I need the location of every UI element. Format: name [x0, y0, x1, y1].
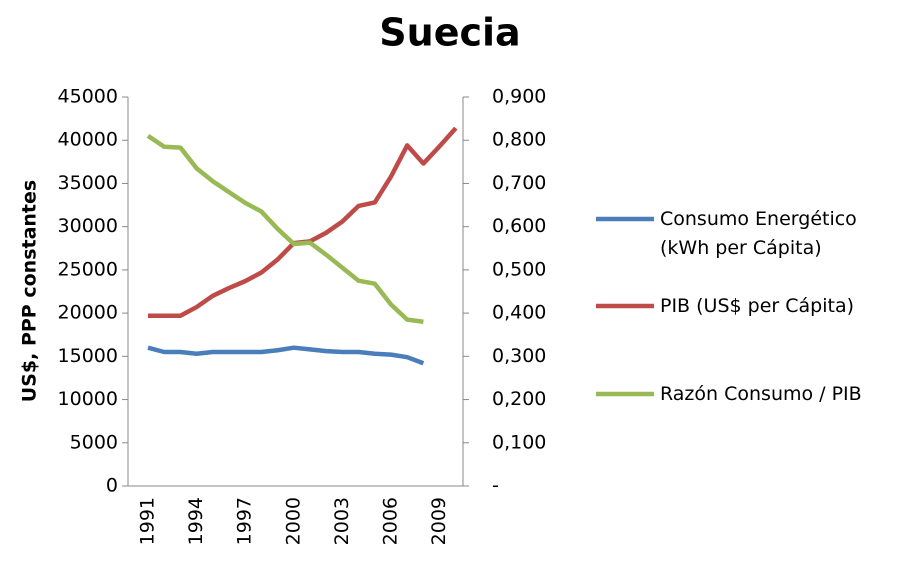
legend-label: PIB (US$ per Cápita) [660, 295, 854, 317]
y2-tick-label: 0,800 [492, 129, 546, 151]
y2-tick-label: 0,300 [492, 345, 546, 367]
y2-tick-label: - [492, 475, 499, 497]
chart-title: Suecia [379, 11, 520, 55]
y2-tick-label: 0,400 [492, 302, 546, 324]
series-line [147, 345, 425, 366]
y-tick-label: 10000 [58, 388, 118, 410]
y-tick-label: 15000 [58, 345, 118, 367]
y-tick-label: 5000 [70, 431, 118, 453]
y-axis-label: US$, PPP constantes [19, 180, 41, 402]
y-tick-label: 40000 [58, 129, 118, 151]
y-tick-label: 0 [106, 475, 118, 497]
y2-tick-label: 0,900 [492, 86, 546, 108]
x-tick-label: 1991 [137, 497, 159, 545]
y-tick-label: 35000 [58, 172, 118, 194]
y-tick-label: 30000 [58, 215, 118, 237]
x-tick-label: 2006 [380, 497, 402, 545]
x-tick-label: 1997 [234, 497, 256, 545]
x-tick-label: 2009 [428, 497, 450, 545]
y2-tick-label: 0,600 [492, 215, 546, 237]
series-line [148, 126, 458, 318]
y-tick-label: 20000 [58, 302, 118, 324]
y2-tick-label: 0,700 [492, 172, 546, 194]
legend-label: Razón Consumo / PIB [660, 383, 862, 405]
y2-tick-label: 0,100 [492, 431, 546, 453]
y-tick-label: 45000 [58, 86, 118, 108]
y2-tick-label: 0,500 [492, 258, 546, 280]
x-tick-label: 2003 [331, 497, 353, 545]
x-tick-label: 1994 [185, 497, 207, 545]
y2-tick-label: 0,200 [492, 388, 546, 410]
x-tick-label: 2000 [282, 497, 304, 545]
y-tick-label: 25000 [58, 258, 118, 280]
series-line [146, 134, 424, 324]
legend-label: Consumo Energético (kWh per Cápita) [660, 208, 857, 259]
